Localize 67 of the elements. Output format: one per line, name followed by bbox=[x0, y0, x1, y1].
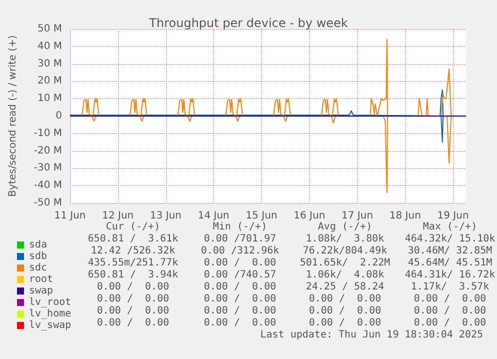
text: 1.17k/ 3.57k bbox=[410, 282, 490, 292]
text: 12.42 /526.32k bbox=[90, 246, 176, 256]
chart-title: Throughput per device - by week bbox=[148, 16, 348, 30]
x-tick-label: 12 Jun bbox=[102, 210, 134, 222]
x-tick-label: 15 Jun bbox=[246, 210, 278, 222]
text: 0.00 / 0.00 bbox=[414, 294, 486, 304]
text: Avg (-/+) bbox=[318, 222, 372, 232]
text: 76.22k/804.49k bbox=[302, 246, 388, 256]
text: 435.55m/251.77k bbox=[88, 258, 178, 268]
x-tick-label: 18 Jun bbox=[389, 210, 421, 222]
text: 464.32k/ 15.10k bbox=[404, 234, 496, 244]
text: 0.00 / 0.00 bbox=[96, 306, 170, 316]
text: 24.25 / 58.24 bbox=[306, 282, 384, 292]
text: 501.65k/ 2.22M bbox=[300, 258, 390, 268]
text: 0.00 / 0.00 bbox=[308, 306, 382, 316]
legend-label: lv_home bbox=[29, 308, 72, 320]
text: Cur (-/+) bbox=[106, 222, 160, 232]
legend-label: lv_root bbox=[29, 297, 72, 308]
text: 1.06k/ 4.08k bbox=[306, 270, 384, 280]
text: 45.64M/ 45.51M bbox=[408, 258, 492, 268]
text: 0.00 / 0.00 bbox=[308, 318, 382, 328]
legend-label: swap bbox=[29, 286, 54, 296]
y-tick-label: -30 M bbox=[34, 162, 62, 174]
text: 0.00 / 0.00 bbox=[96, 294, 170, 304]
y-tick-label: -20 M bbox=[34, 145, 62, 156]
text: Max (-/+) bbox=[422, 222, 478, 232]
text: 0.00 / 0.00 bbox=[204, 318, 276, 328]
text: 0.00 /312.96k bbox=[200, 246, 280, 256]
text: 464.31k/ 16.72k bbox=[404, 270, 496, 280]
legend-label: sda bbox=[29, 240, 48, 250]
text: 0.00 /701.97 bbox=[204, 234, 276, 244]
text: 0.00 / 0.00 bbox=[204, 258, 276, 268]
x-tick-label: 13 Jun bbox=[150, 210, 182, 222]
text: 650.81 / 3.94k bbox=[88, 270, 178, 280]
legend-label: root bbox=[29, 274, 54, 285]
x-tick-label: 19 Jun bbox=[437, 210, 469, 222]
y-tick-label: 40 M bbox=[37, 40, 62, 52]
text: 0.00 / 0.00 bbox=[204, 306, 276, 316]
text: 0.00 / 0.00 bbox=[204, 294, 276, 304]
text: 0.00 / 0.00 bbox=[414, 318, 486, 328]
text: 1.08k/ 3.80k bbox=[306, 234, 384, 244]
text: 0.00 / 0.00 bbox=[96, 282, 170, 292]
y-tick-label: -40 M bbox=[34, 180, 62, 192]
y-tick-label: 10 M bbox=[37, 93, 62, 104]
y-tick-label: 0 bbox=[56, 110, 62, 122]
x-tick-label: 17 Jun bbox=[342, 210, 374, 222]
legend-label: sdb bbox=[29, 251, 48, 262]
y-tick-label: 30 M bbox=[37, 58, 62, 70]
legend-label: lv_swap bbox=[29, 320, 72, 331]
y-tick-label: -50 M bbox=[34, 198, 62, 208]
y-tick-label: -10 M bbox=[34, 128, 62, 139]
text: 0.00 / 0.00 bbox=[204, 282, 276, 292]
text: Min (-/+) bbox=[212, 222, 268, 232]
text: 0.00 / 0.00 bbox=[96, 318, 170, 328]
legend-label: sdc bbox=[29, 262, 48, 274]
text: 30.46M/ 32.85M bbox=[408, 246, 492, 256]
text: 650.81 / 3.61k bbox=[88, 234, 178, 244]
text: Last update: Thu Jun 19 18:30:04 2025 bbox=[260, 330, 484, 340]
y-axis-title: Bytes/second read (-) / write (+) bbox=[8, 35, 18, 197]
x-tick-label: 14 Jun bbox=[198, 210, 230, 222]
text: 0.00 /740.57 bbox=[204, 270, 276, 280]
x-tick-label: 16 Jun bbox=[294, 210, 326, 222]
text: 0.00 / 0.00 bbox=[308, 294, 382, 304]
y-tick-label: 50 M bbox=[37, 24, 62, 34]
text: 0.00 / 0.00 bbox=[414, 306, 486, 316]
y-tick-label: 20 M bbox=[37, 76, 62, 87]
x-tick-label: 11 Jun bbox=[54, 210, 86, 222]
